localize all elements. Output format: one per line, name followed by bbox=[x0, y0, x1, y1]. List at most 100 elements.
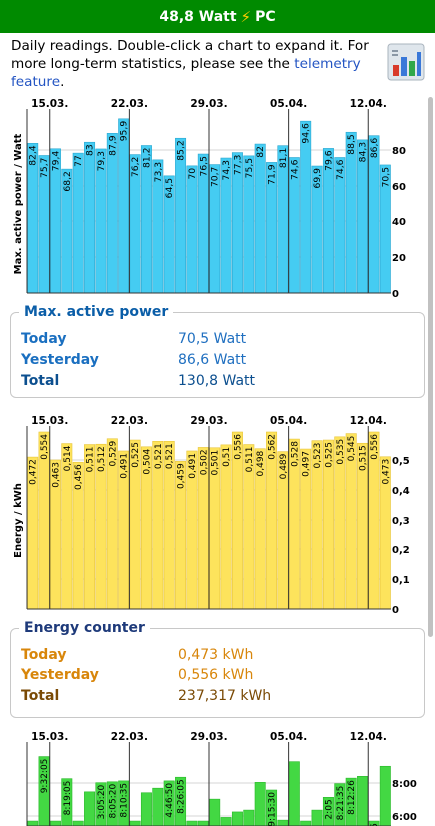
intro-tail: . bbox=[60, 74, 65, 90]
scrollbar-thumb[interactable] bbox=[428, 97, 433, 637]
bar bbox=[300, 820, 312, 826]
telemetry-link[interactable]: telemetry feature bbox=[11, 56, 361, 90]
data-label: 4:46:50 bbox=[165, 783, 175, 818]
data-label: 0,511 bbox=[86, 447, 96, 473]
data-label: 87,9 bbox=[107, 135, 118, 156]
data-label: 64,5 bbox=[164, 178, 175, 199]
data-label: 8:19:05 bbox=[63, 781, 73, 816]
telemetry-icon[interactable] bbox=[387, 43, 425, 81]
y-tick-label: 40 bbox=[392, 217, 406, 228]
bar bbox=[129, 820, 141, 826]
power-today-label: Today bbox=[21, 331, 67, 347]
data-label: 3:05:20 bbox=[97, 784, 107, 819]
energy-chart[interactable]: 15.03. 22.03. 29.03. 05.04. 12.04. 0,5 0,4 0,3 0… bbox=[0, 412, 430, 622]
bar bbox=[334, 783, 346, 826]
data-label: 0,491 bbox=[188, 453, 198, 479]
data-label: 71,9 bbox=[267, 164, 278, 185]
bar bbox=[231, 811, 243, 826]
data-label: 0,504 bbox=[142, 449, 152, 475]
bar bbox=[197, 820, 209, 826]
data-label: 73,3 bbox=[153, 162, 164, 183]
y-tick-label: 60 bbox=[392, 182, 406, 193]
data-label: 0,497 bbox=[302, 451, 312, 477]
data-label: 76,5 bbox=[198, 156, 209, 177]
bar bbox=[106, 781, 118, 826]
data-label: 0,556 bbox=[370, 434, 380, 460]
data-label: 0,556 bbox=[233, 434, 243, 460]
data-label: 0,51 bbox=[222, 447, 232, 467]
runtime-chart[interactable]: 15.03. 22.03. 29.03. 05.04. 12.04. 8:00 6:00 9:… bbox=[0, 728, 430, 826]
data-label: 74,6 bbox=[335, 159, 346, 180]
y-axis-title: Max. active power / Watt bbox=[13, 133, 24, 274]
y-tick-label: 0,3 bbox=[392, 516, 410, 527]
energy-today-value: 0,473 kWh bbox=[178, 647, 254, 663]
y-axis-title: Energy / kWh bbox=[13, 483, 24, 558]
power-yesterday-value: 86,6 Watt bbox=[178, 352, 247, 368]
x-tick-label: 12.04. bbox=[350, 731, 387, 743]
data-label: 68,2 bbox=[62, 171, 73, 191]
data-label: 0,501 bbox=[211, 450, 221, 476]
x-tick-label: 22.03. bbox=[111, 731, 148, 743]
power-yesterday-label: Yesterday bbox=[21, 352, 99, 368]
y-tick-label: 0,4 bbox=[392, 486, 410, 497]
bar bbox=[322, 797, 334, 826]
bar bbox=[49, 820, 61, 826]
power-total-label: Total bbox=[21, 373, 60, 389]
data-label: 0,515 bbox=[359, 445, 369, 471]
energy-panel-title: Energy counter bbox=[19, 620, 150, 636]
bar bbox=[311, 809, 323, 826]
bar bbox=[186, 165, 198, 294]
device-name: PC bbox=[255, 8, 276, 25]
power-chart[interactable]: 15.03. 22.03. 29.03. 05.04. 12.04. 80 60 40 20 0 M… bbox=[0, 95, 430, 305]
x-tick-label: 15.03. bbox=[31, 415, 68, 427]
data-label: 8:05:20 bbox=[108, 784, 118, 819]
data-label: 0,521 bbox=[154, 443, 164, 469]
y-tick-label: 0 bbox=[392, 289, 399, 300]
data-label: 79,3 bbox=[96, 151, 107, 172]
power-total-value: 130,8 Watt bbox=[178, 373, 256, 389]
data-label: 77 bbox=[73, 155, 84, 167]
data-label: 94,6 bbox=[301, 123, 312, 144]
data-label: 85,2 bbox=[176, 140, 187, 160]
power-panel: Max. active power Today 70,5 Watt Yester… bbox=[10, 304, 425, 398]
data-label: 0,502 bbox=[199, 449, 209, 475]
power-today-value: 70,5 Watt bbox=[178, 331, 247, 347]
bar bbox=[84, 791, 96, 826]
energy-total-value: 237,317 kWh bbox=[178, 688, 272, 704]
x-tick-label: 05.04. bbox=[270, 415, 307, 427]
data-label: 70,7 bbox=[210, 166, 221, 187]
data-label: 0,473 bbox=[381, 459, 391, 485]
energy-yesterday-label: Yesterday bbox=[21, 667, 99, 683]
data-label: 0,535 bbox=[336, 439, 346, 465]
data-label: 0,521 bbox=[165, 443, 175, 469]
data-label: 81,2 bbox=[141, 148, 152, 168]
data-label: 0,511 bbox=[245, 447, 255, 473]
bar bbox=[209, 798, 221, 826]
bar bbox=[95, 782, 107, 826]
data-label: 9:32:05 bbox=[40, 759, 50, 794]
x-tick-label: 05.04. bbox=[270, 98, 307, 110]
data-label: 79,6 bbox=[323, 150, 334, 171]
data-label: 2:05 bbox=[324, 799, 334, 819]
y-tick-label: 0 bbox=[392, 605, 399, 616]
y-tick-label: 0,1 bbox=[392, 575, 410, 586]
energy-yesterday-value: 0,556 kWh bbox=[178, 667, 254, 683]
scrollbar[interactable] bbox=[427, 97, 434, 826]
y-tick-label: 20 bbox=[392, 253, 406, 264]
data-label: 0,525 bbox=[131, 442, 141, 468]
bar bbox=[152, 787, 164, 826]
data-label: 0,529 bbox=[108, 440, 118, 466]
bar bbox=[254, 782, 266, 826]
bar bbox=[345, 131, 357, 294]
bar bbox=[72, 820, 84, 826]
bar bbox=[357, 776, 369, 826]
data-label: 0,514 bbox=[63, 445, 73, 471]
data-label: 0,459 bbox=[177, 463, 187, 489]
data-label: 83 bbox=[85, 144, 96, 156]
data-label: 8:26:05 bbox=[177, 779, 187, 814]
bar bbox=[220, 817, 232, 826]
bar bbox=[300, 120, 312, 294]
x-tick-label: 15.03. bbox=[31, 98, 68, 110]
energy-today-label: Today bbox=[21, 647, 67, 663]
bar bbox=[243, 809, 255, 826]
